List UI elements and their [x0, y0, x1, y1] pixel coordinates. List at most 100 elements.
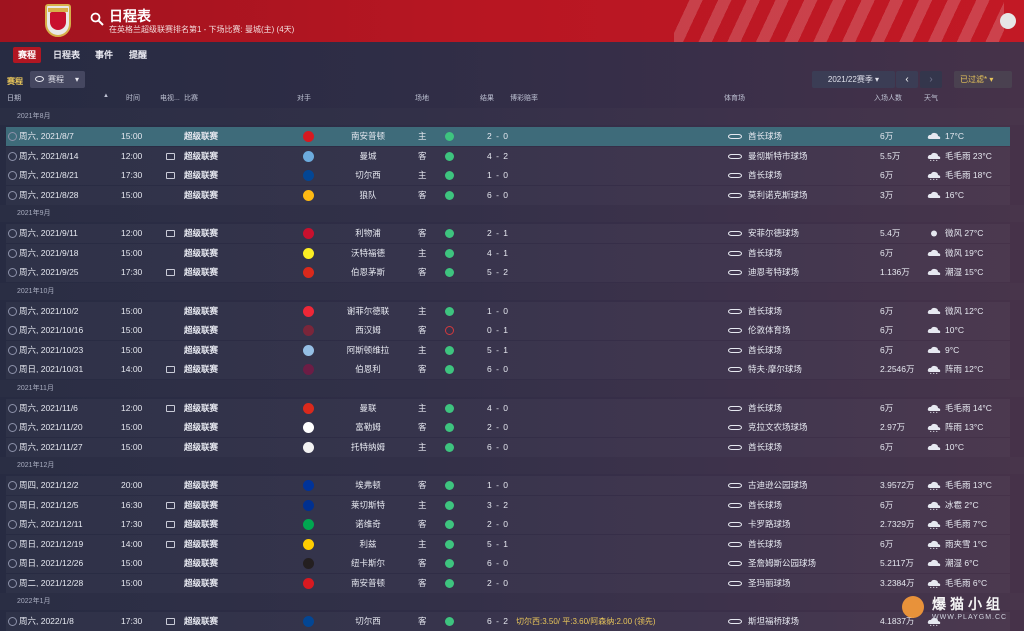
opponent-name[interactable]: 狼队 [359, 189, 377, 200]
header-venue[interactable]: 场地 [415, 95, 429, 102]
match-result[interactable]: 6 - 0 [486, 189, 509, 200]
match-result[interactable]: 5 - 1 [486, 538, 509, 549]
header-opponent[interactable]: 对手 [297, 95, 311, 102]
filter-button[interactable]: 已过滤* ▾ [954, 71, 1012, 88]
table-row[interactable]: 周六, 2021/8/7 15:00 超级联赛 南安普顿 主 酋长球场 6万 17°C 2 - … [6, 127, 1010, 146]
competition[interactable]: 超级联赛 [184, 305, 219, 316]
competition[interactable]: 超级联赛 [184, 364, 219, 374]
table-row[interactable]: 周六, 2021/11/20 15:00 超级联赛 富勒姆 客 克拉文农场球场 2.97万 阵… [6, 418, 1010, 437]
competition[interactable]: 超级联赛 [184, 402, 219, 413]
match-result[interactable]: 4 - 0 [486, 402, 509, 413]
competition[interactable]: 超级联赛 [184, 499, 219, 510]
header-time[interactable]: 时间 [126, 95, 140, 102]
table-row[interactable]: 周二, 2021/12/28 15:00 超级联赛 南安普顿 客 圣玛丽球场 3.2384万… [6, 574, 1010, 593]
tab-events[interactable]: 事件 [95, 50, 114, 60]
competition[interactable]: 超级联赛 [184, 189, 219, 200]
table-row[interactable]: 周六, 2021/10/23 15:00 超级联赛 阿斯顿维拉 主 酋长球场 6万 9°C 5 … [6, 341, 1010, 360]
opponent-name[interactable]: 沃特福德 [350, 247, 385, 258]
match-result[interactable]: 6 - 0 [486, 364, 509, 374]
header-competition[interactable]: 比赛 [184, 95, 198, 102]
opponent-name[interactable]: 伯恩利 [355, 364, 381, 374]
header-result[interactable]: 结果 [480, 95, 494, 102]
match-result[interactable]: 1 - 0 [486, 170, 509, 180]
header-date[interactable]: 日期 [7, 95, 21, 102]
opponent-name[interactable]: 诺维奇 [355, 519, 381, 529]
opponent-name[interactable]: 西汉姆 [355, 325, 381, 335]
header-weather[interactable]: 天气 [924, 95, 938, 102]
competition[interactable]: 超级联赛 [184, 422, 219, 432]
competition[interactable]: 超级联赛 [184, 170, 219, 180]
match-result[interactable]: 5 - 2 [486, 267, 509, 277]
table-row[interactable]: 周六, 2021/10/16 15:00 超级联赛 西汉姆 客 伦敦体育场 6万 10°C 0 … [6, 321, 1010, 340]
table-row[interactable]: 周六, 2021/12/11 17:30 超级联赛 诺维奇 客 卡罗路球场 2.7329万 毛… [6, 515, 1010, 534]
table-row[interactable]: 周六, 2021/9/25 17:30 超级联赛 伯恩茅斯 客 迪恩考特球场 1.136万 潮… [6, 263, 1010, 282]
opponent-name[interactable]: 纽卡斯尔 [350, 558, 385, 568]
select-radio[interactable] [8, 423, 17, 432]
header-tv[interactable]: 电视... [160, 95, 180, 102]
season-select[interactable]: 2021/22赛季 ▾ [812, 71, 895, 88]
match-result[interactable]: 2 - 1 [486, 228, 509, 238]
select-radio[interactable] [8, 171, 17, 180]
opponent-name[interactable]: 谢菲尔德联 [346, 305, 390, 316]
match-result[interactable]: 6 - 0 [486, 441, 509, 452]
match-result[interactable]: 2 - 0 [486, 519, 509, 529]
opponent-name[interactable]: 南安普顿 [350, 577, 385, 588]
competition[interactable]: 超级联赛 [184, 344, 219, 355]
select-radio[interactable] [8, 365, 17, 374]
match-result[interactable]: 3 - 2 [486, 499, 509, 510]
table-row[interactable]: 周六, 2021/8/14 12:00 超级联赛 曼城 客 曼彻斯特市球场 5.5万 毛毛雨 … [6, 147, 1010, 166]
table-row[interactable]: 周六, 2021/11/27 15:00 超级联赛 托特纳姆 主 酋长球场 6万 10°C 6 … [6, 438, 1010, 457]
competition[interactable]: 超级联赛 [184, 150, 219, 161]
match-result[interactable]: 0 - 1 [486, 325, 509, 335]
header-odds[interactable]: 博彩赔率 [510, 95, 538, 102]
opponent-name[interactable]: 曼联 [359, 402, 377, 413]
select-radio[interactable] [8, 190, 17, 200]
select-radio[interactable] [8, 578, 17, 588]
select-radio[interactable] [8, 539, 17, 549]
table-row[interactable]: 周六, 2022/1/8 17:30 超级联赛 切尔西 客 斯坦福桥球场 4.1837万 6 … [6, 612, 1010, 631]
opponent-name[interactable]: 伯恩茅斯 [350, 267, 385, 277]
match-result[interactable]: 1 - 0 [486, 480, 509, 490]
competition[interactable]: 超级联赛 [184, 131, 219, 141]
table-row[interactable]: 周六, 2021/11/6 12:00 超级联赛 曼联 主 酋长球场 6万 毛毛雨 14°C 4… [6, 399, 1010, 418]
competition[interactable]: 超级联赛 [184, 558, 219, 568]
competition[interactable]: 超级联赛 [184, 519, 219, 529]
competition[interactable]: 超级联赛 [184, 247, 219, 258]
match-result[interactable]: 6 - 0 [486, 558, 509, 568]
club-crest[interactable] [45, 4, 71, 37]
select-radio[interactable] [8, 326, 17, 335]
tab-calendar[interactable]: 日程表 [53, 50, 81, 60]
competition[interactable]: 超级联赛 [184, 267, 219, 277]
competition[interactable]: 超级联赛 [184, 325, 219, 335]
opponent-name[interactable]: 富勒姆 [355, 422, 381, 432]
opponent-name[interactable]: 切尔西 [355, 170, 381, 180]
match-result[interactable]: 1 - 0 [486, 305, 509, 316]
competition[interactable]: 超级联赛 [184, 441, 219, 452]
select-radio[interactable] [8, 132, 17, 141]
opponent-name[interactable]: 阿斯顿维拉 [346, 344, 390, 355]
select-radio[interactable] [8, 481, 17, 490]
match-result[interactable]: 5 - 1 [486, 344, 509, 355]
game-icon[interactable] [1000, 13, 1016, 29]
view-select[interactable]: 赛程 ▾ [30, 71, 85, 88]
opponent-name[interactable]: 利兹 [359, 538, 377, 549]
select-radio[interactable] [8, 229, 17, 238]
select-radio[interactable] [8, 617, 17, 626]
competition[interactable]: 超级联赛 [184, 228, 219, 238]
opponent-name[interactable]: 埃弗顿 [355, 480, 381, 490]
select-radio[interactable] [8, 306, 17, 316]
match-result[interactable]: 2 - 0 [486, 131, 509, 141]
table-row[interactable]: 周六, 2021/8/28 15:00 超级联赛 狼队 客 莫利诺克斯球场 3万 16°C 6 … [6, 186, 1010, 205]
competition[interactable]: 超级联赛 [184, 480, 219, 490]
match-result[interactable]: 2 - 0 [486, 422, 509, 432]
select-radio[interactable] [8, 345, 17, 355]
match-result[interactable]: 4 - 1 [486, 247, 509, 258]
table-row[interactable]: 周日, 2021/12/19 14:00 超级联赛 利兹 主 酋长球场 6万 雨夹雪 1°C 5… [6, 535, 1010, 554]
select-radio[interactable] [8, 520, 17, 529]
select-radio[interactable] [8, 268, 17, 277]
sort-arrow-icon[interactable]: ▲ [103, 93, 109, 99]
select-radio[interactable] [8, 151, 17, 161]
competition[interactable]: 超级联赛 [184, 538, 219, 549]
competition[interactable]: 超级联赛 [184, 616, 219, 626]
select-radio[interactable] [8, 248, 17, 258]
